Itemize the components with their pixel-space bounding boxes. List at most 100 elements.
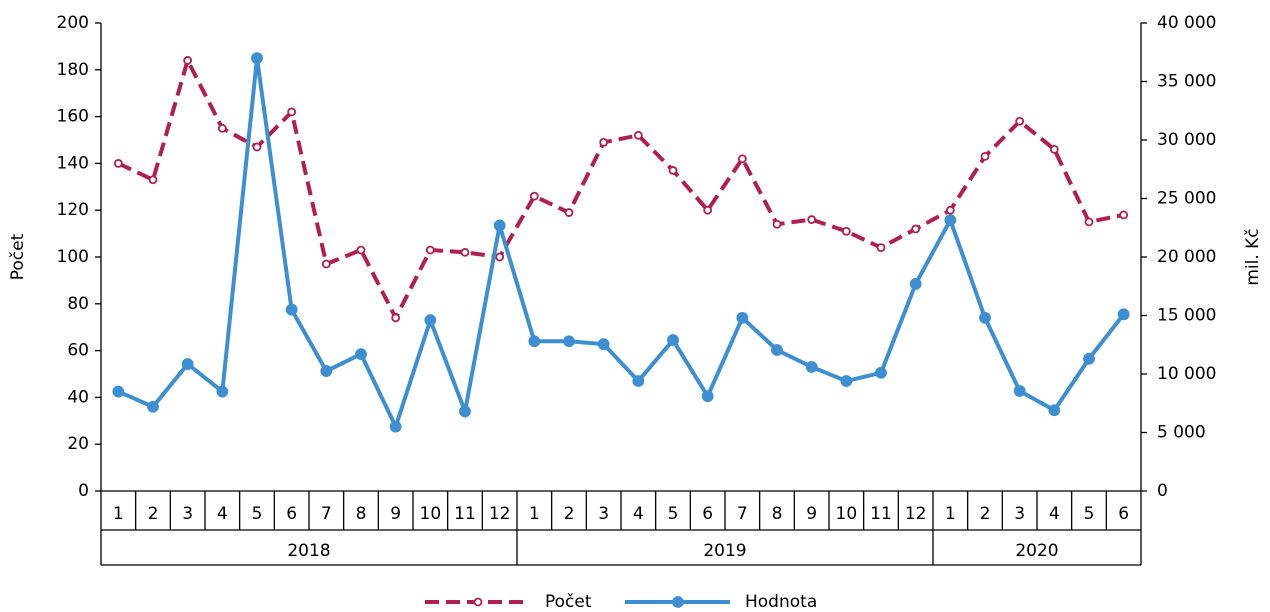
point bbox=[459, 405, 471, 418]
point bbox=[493, 219, 506, 232]
x-tick-label: 6 bbox=[286, 504, 297, 524]
x-tick-label: 4 bbox=[217, 504, 228, 524]
point bbox=[528, 335, 541, 348]
legend-marker bbox=[672, 596, 684, 608]
y-tick-label: 160 bbox=[57, 107, 89, 127]
x-tick-label: 1 bbox=[945, 504, 956, 524]
point bbox=[703, 205, 713, 215]
y2-tick-label: 15 000 bbox=[1157, 306, 1216, 326]
point bbox=[771, 344, 783, 356]
legend-label: Hodnota bbox=[745, 592, 817, 612]
point bbox=[805, 361, 818, 373]
x-tick-label: 12 bbox=[489, 504, 511, 524]
point bbox=[632, 375, 645, 387]
y-tick-label: 120 bbox=[57, 200, 89, 220]
point bbox=[1015, 116, 1025, 126]
y-tick-label: 20 bbox=[67, 434, 89, 454]
x-tick-label: 8 bbox=[772, 504, 783, 524]
point bbox=[181, 358, 194, 370]
point bbox=[563, 335, 575, 348]
x-tick-label: 3 bbox=[182, 504, 193, 524]
group-label: 2020 bbox=[1015, 541, 1058, 561]
y-tick-label: 40 bbox=[67, 387, 89, 407]
legend-label: Počet bbox=[545, 592, 592, 612]
x-tick-label: 2 bbox=[980, 504, 991, 524]
point bbox=[841, 226, 851, 236]
point bbox=[633, 130, 643, 140]
point bbox=[320, 365, 333, 377]
x-tick-label: 11 bbox=[454, 504, 476, 524]
point bbox=[355, 348, 367, 361]
point bbox=[1083, 352, 1095, 365]
point bbox=[667, 334, 679, 346]
point bbox=[217, 123, 227, 133]
point bbox=[147, 400, 159, 413]
point bbox=[251, 52, 263, 64]
y-tick-label: 140 bbox=[57, 153, 89, 173]
x-tick-label: 9 bbox=[806, 504, 817, 524]
point bbox=[979, 311, 991, 324]
y-tick-label: 60 bbox=[67, 341, 89, 361]
x-tick-label: 12 bbox=[905, 504, 927, 524]
point bbox=[1119, 210, 1129, 220]
point bbox=[148, 175, 158, 185]
point bbox=[216, 385, 229, 398]
point bbox=[911, 224, 921, 234]
point bbox=[287, 107, 297, 117]
x-tick-label: 1 bbox=[529, 504, 540, 524]
x-tick-label: 1 bbox=[113, 504, 124, 524]
point bbox=[701, 390, 714, 403]
point bbox=[389, 420, 402, 433]
y-tick-label: 200 bbox=[57, 13, 89, 33]
y2-tick-label: 0 bbox=[1157, 481, 1168, 501]
y2-tick-label: 5 000 bbox=[1157, 423, 1206, 443]
point bbox=[1084, 217, 1094, 227]
point bbox=[945, 205, 955, 215]
point bbox=[1048, 404, 1061, 417]
x-tick-label: 3 bbox=[1014, 504, 1025, 524]
series-line bbox=[117, 57, 1126, 433]
point bbox=[840, 375, 853, 387]
series-line bbox=[117, 55, 1125, 323]
point bbox=[909, 278, 922, 290]
point bbox=[183, 56, 193, 65]
y2-tick-label: 40 000 bbox=[1157, 13, 1216, 33]
point bbox=[876, 243, 886, 253]
x-tick-label: 4 bbox=[1049, 504, 1060, 524]
point bbox=[597, 338, 610, 351]
x-tick-label: 7 bbox=[321, 504, 332, 524]
point bbox=[391, 313, 401, 323]
y2-tick-label: 25 000 bbox=[1157, 189, 1216, 209]
point bbox=[737, 154, 747, 164]
y-tick-label: 180 bbox=[57, 60, 89, 80]
point bbox=[321, 259, 331, 269]
x-tick-label: 11 bbox=[870, 504, 892, 524]
point bbox=[599, 137, 609, 147]
point bbox=[285, 303, 298, 316]
point bbox=[356, 245, 366, 255]
x-tick-label: 8 bbox=[356, 504, 367, 524]
y2-tick-label: 30 000 bbox=[1157, 130, 1216, 150]
point bbox=[1013, 385, 1026, 397]
point bbox=[564, 208, 574, 217]
y2-tick-label: 20 000 bbox=[1157, 247, 1216, 267]
point bbox=[424, 314, 437, 327]
point bbox=[425, 245, 435, 255]
x-tick-label: 7 bbox=[737, 504, 748, 524]
point bbox=[875, 366, 887, 379]
point bbox=[495, 252, 505, 262]
point bbox=[807, 215, 817, 224]
point bbox=[980, 151, 990, 161]
point bbox=[113, 158, 123, 168]
point bbox=[460, 247, 470, 257]
x-tick-label: 3 bbox=[598, 504, 609, 524]
point bbox=[736, 311, 749, 324]
x-tick-label: 6 bbox=[702, 504, 713, 524]
y2-axis-label: mil. Kč bbox=[1243, 228, 1263, 285]
group-label: 2018 bbox=[287, 541, 330, 561]
x-tick-label: 5 bbox=[668, 504, 679, 524]
y-tick-label: 100 bbox=[57, 247, 89, 267]
x-tick-label: 2 bbox=[148, 504, 159, 524]
point bbox=[772, 219, 782, 229]
